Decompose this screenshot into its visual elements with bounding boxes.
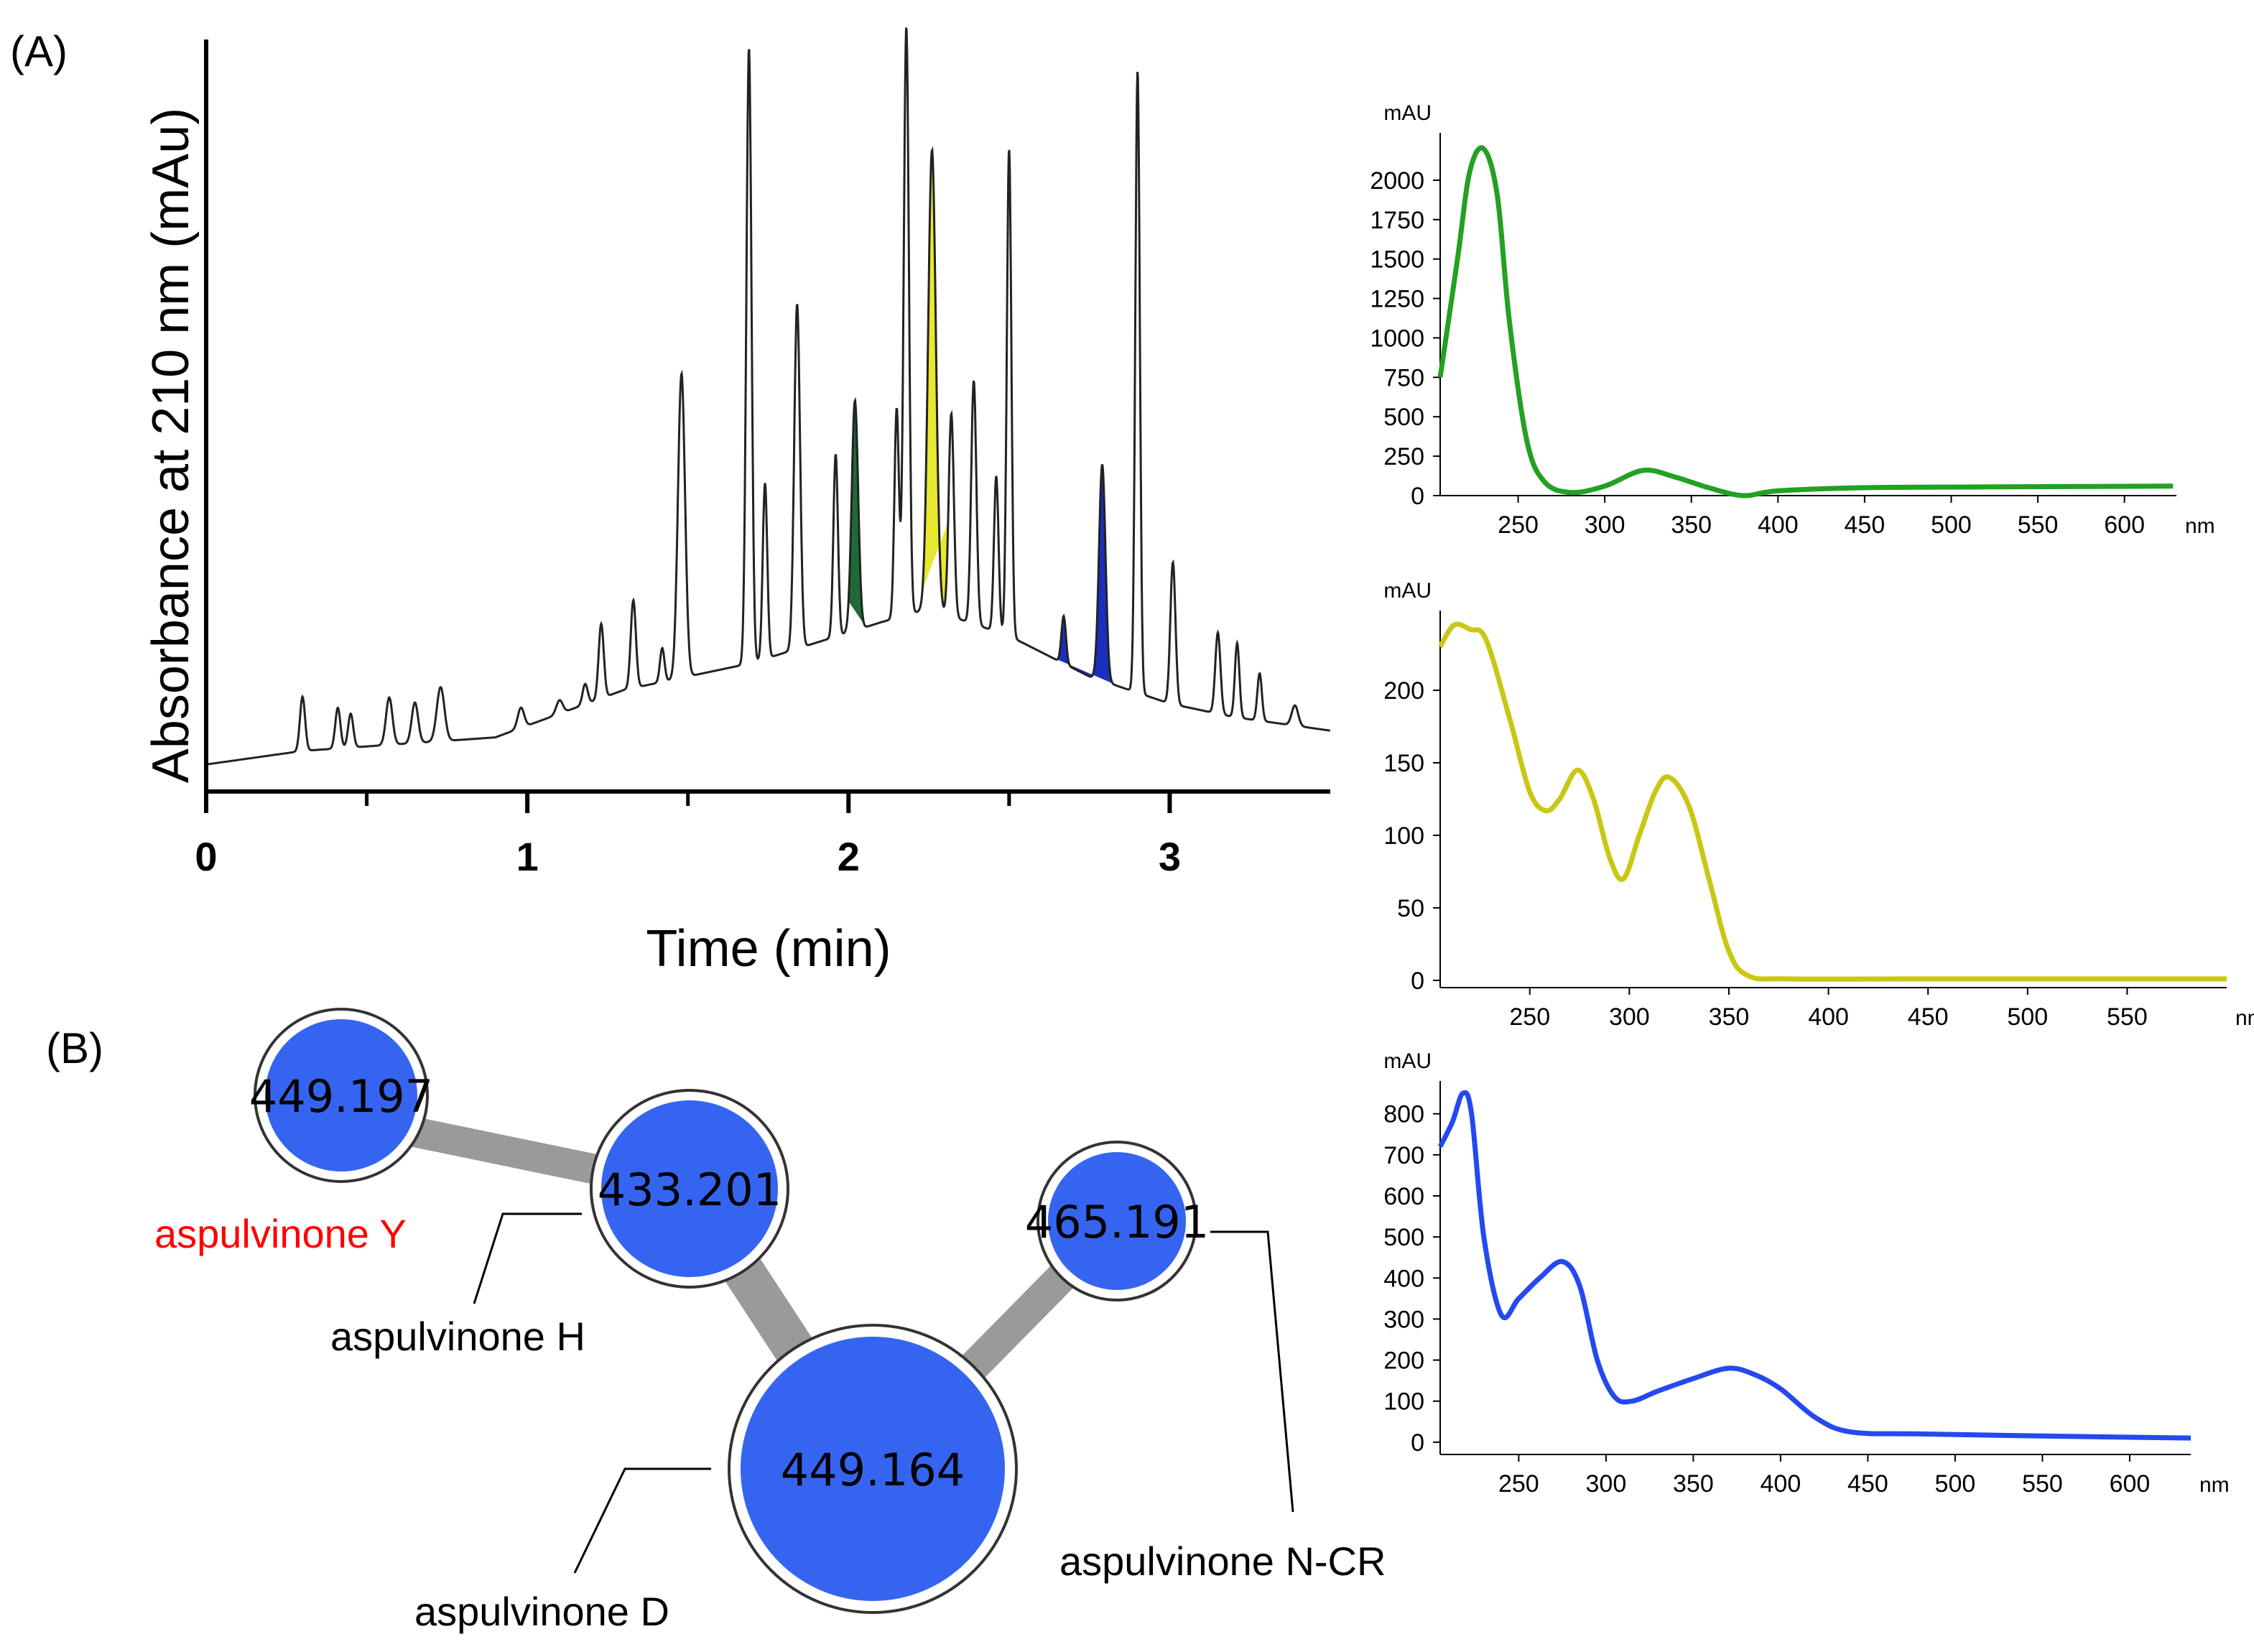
network-node[interactable]: 449.164	[728, 1324, 1018, 1614]
chromatogram-ticks: 0 1 2 3	[195, 792, 1181, 879]
highlight-green	[848, 401, 865, 625]
uv-y-tick-label: 1000	[1370, 325, 1424, 352]
uv-x-tick-label: 450	[1845, 511, 1886, 539]
uv-x-tick-label: 500	[2007, 1003, 2048, 1031]
uv-y-tick-label: 750	[1383, 364, 1424, 391]
chromatogram-trace	[205, 27, 1331, 766]
uv-spectrum-yellow: 200150100500250300350400450500550mAUnm	[1383, 579, 2254, 1031]
compound-label: aspulvinone D	[414, 1589, 669, 1634]
node-label: 465.191	[1025, 1196, 1209, 1248]
uv-x-tick-label: 350	[1709, 1003, 1750, 1031]
uv-x-tick-label: 450	[1908, 1003, 1949, 1031]
uv-x-tick-label: 300	[1586, 1470, 1627, 1498]
x-tick-label: 0	[195, 834, 217, 879]
uv-x-unit: nm	[2235, 1006, 2254, 1030]
network-node[interactable]: 433.201	[590, 1089, 789, 1289]
node-label: 449.197	[249, 1070, 433, 1123]
uv-y-tick-label: 600	[1383, 1183, 1424, 1210]
uv-x-unit: nm	[2199, 1473, 2230, 1497]
uv-y-tick-label: 200	[1383, 677, 1424, 705]
chromatogram-highlights	[848, 149, 1122, 687]
uv-y-tick-label: 800	[1383, 1101, 1424, 1128]
uv-x-tick-label: 450	[1847, 1470, 1888, 1498]
uv-x-tick-label: 400	[1758, 511, 1799, 539]
uv-x-tick-label: 550	[2107, 1003, 2148, 1031]
x-tick-label: 1	[516, 834, 539, 879]
uv-x-tick-label: 500	[1931, 511, 1972, 539]
uv-y-unit: mAU	[1383, 1049, 1432, 1073]
uv-y-tick-label: 500	[1383, 404, 1424, 431]
uv-x-tick-label: 550	[2018, 511, 2059, 539]
uv-y-tick-label: 0	[1411, 1429, 1424, 1457]
node-label: 449.164	[781, 1444, 965, 1496]
x-tick-label: 3	[1159, 834, 1181, 879]
uv-y-unit: mAU	[1383, 579, 1432, 603]
molecular-network: 449.197 433.201 465.191 449.164 aspulvin…	[154, 1008, 1386, 1634]
network-node[interactable]: 465.191	[1025, 1141, 1209, 1301]
uv-x-tick-label: 350	[1671, 511, 1712, 539]
uv-y-tick-label: 1250	[1370, 286, 1424, 313]
uv-x-tick-label: 300	[1585, 511, 1625, 539]
uv-y-tick-label: 2000	[1370, 167, 1424, 195]
highlight-blue	[1057, 464, 1122, 687]
uv-y-tick-label: 100	[1383, 1388, 1424, 1416]
panel-b-label: (B)	[46, 1024, 103, 1072]
uv-y-tick-label: 1500	[1370, 246, 1424, 274]
panel-a-label: (A)	[10, 27, 68, 75]
uv-x-tick-label: 250	[1498, 511, 1539, 539]
chromatogram-chart: 0 1 2 3 Time (min) Absorbance at 210 nm (mA…	[142, 27, 1331, 978]
uv-x-tick-label: 500	[1935, 1470, 1976, 1498]
x-tick-label: 2	[838, 834, 860, 879]
uv-x-tick-label: 250	[1498, 1470, 1539, 1498]
uv-y-tick-label: 700	[1383, 1142, 1424, 1169]
uv-y-tick-label: 300	[1383, 1306, 1424, 1333]
uv-y-tick-label: 50	[1397, 895, 1424, 922]
uv-spectrum-line	[1437, 1090, 2192, 1441]
uv-y-unit: mAU	[1383, 101, 1432, 125]
uv-x-tick-label: 600	[2104, 511, 2145, 539]
uv-x-tick-label: 250	[1509, 1003, 1550, 1031]
uv-spectrum-line	[1437, 621, 2227, 982]
uv-y-tick-label: 200	[1383, 1347, 1424, 1375]
uv-y-tick-label: 500	[1383, 1224, 1424, 1251]
uv-x-unit: nm	[2185, 514, 2215, 538]
compound-label: aspulvinone N-CR	[1059, 1539, 1386, 1584]
uv-spectrum-green: 2000 1750 1500 1250 1000 750 500 250 0 250 300 350 4…	[1370, 101, 2214, 539]
uv-x-tick-label: 550	[2022, 1470, 2063, 1498]
uv-x-tick-label: 350	[1673, 1470, 1714, 1498]
uv-x-tick-label: 600	[2110, 1470, 2151, 1498]
uv-spectrum-blue: 800 700 600 500 400 300 200 100 0 250 300 350 400 450…	[1383, 1049, 2229, 1498]
leader-line	[573, 1467, 711, 1574]
uv-spectrum-line	[1437, 145, 2174, 498]
uv-x-tick-label: 300	[1609, 1003, 1650, 1031]
leader-line	[1210, 1230, 1294, 1513]
compound-label-red: aspulvinone Y	[154, 1211, 407, 1256]
leader-line	[473, 1212, 582, 1304]
chromatogram-x-title: Time (min)	[646, 920, 891, 978]
uv-x-tick-label: 400	[1761, 1470, 1801, 1498]
uv-x-tick-label: 400	[1808, 1003, 1849, 1031]
network-node[interactable]: 449.197	[249, 1008, 433, 1183]
uv-y-tick-label: 400	[1383, 1265, 1424, 1292]
uv-y-tick-label: 1750	[1370, 207, 1424, 234]
uv-y-tick-label: 0	[1411, 483, 1424, 510]
chromatogram-y-title: Absorbance at 210 nm (mAu)	[142, 108, 200, 783]
highlight-yellow	[922, 149, 948, 607]
uv-y-tick-label: 250	[1383, 443, 1424, 470]
node-label: 433.201	[598, 1164, 782, 1216]
uv-y-tick-label: 150	[1383, 750, 1424, 777]
uv-y-tick-label: 0	[1411, 967, 1424, 995]
uv-y-tick-label: 100	[1383, 822, 1424, 850]
compound-label: aspulvinone H	[330, 1314, 585, 1359]
